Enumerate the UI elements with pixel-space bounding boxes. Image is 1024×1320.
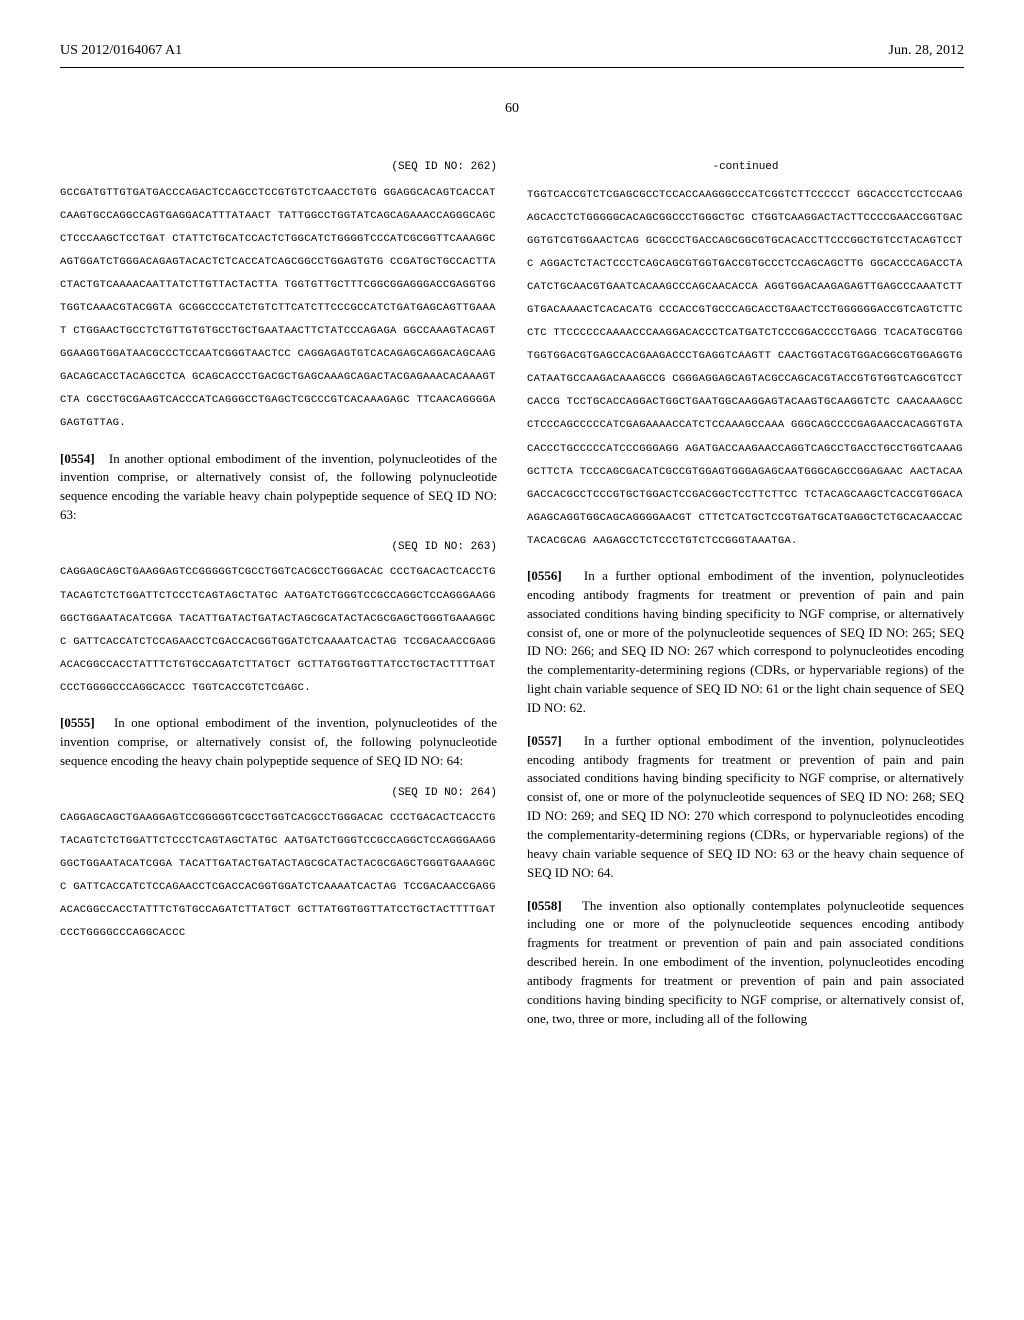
para-554-text: In another optional embodiment of the in… xyxy=(60,451,497,523)
para-557-text: In a further optional embodiment of the … xyxy=(527,733,964,880)
page-header: US 2012/0164067 A1 Jun. 28, 2012 xyxy=(60,40,964,61)
para-554: [0554] In another optional embodiment of… xyxy=(60,450,497,525)
para-554-num: [0554] xyxy=(60,451,95,466)
seq-263: CAGGAGCAGCTGAAGGAGTCCGGGGGTCGCCTGGTCACGC… xyxy=(60,561,497,700)
pub-date: Jun. 28, 2012 xyxy=(889,40,964,61)
para-558: [0558] The invention also optionally con… xyxy=(527,897,964,1029)
para-555: [0555] In one optional embodiment of the… xyxy=(60,714,497,771)
seq-264: CAGGAGCAGCTGAAGGAGTCCGGGGGTCGCCTGGTCACGC… xyxy=(60,807,497,946)
seq-263-label: (SEQ ID NO: 263) xyxy=(60,539,497,556)
para-557: [0557] In a further optional embodiment … xyxy=(527,732,964,883)
seq-262: GCCGATGTTGTGATGACCCAGACTCCAGCCTCCGTGTCTC… xyxy=(60,182,497,436)
continued-label: -continued xyxy=(527,159,964,176)
seq-continued: TGGTCACCGTCTCGAGCGCCTCCACCAAGGGCCCATCGGT… xyxy=(527,184,964,554)
right-column: -continued TGGTCACCGTCTCGAGCGCCTCCACCAAG… xyxy=(527,159,964,1042)
para-558-num: [0558] xyxy=(527,898,562,913)
para-557-num: [0557] xyxy=(527,733,562,748)
para-555-text: In one optional embodiment of the invent… xyxy=(60,715,497,768)
page-number: 60 xyxy=(60,98,964,119)
left-column: (SEQ ID NO: 262) GCCGATGTTGTGATGACCCAGAC… xyxy=(60,159,497,1042)
para-556-text: In a further optional embodiment of the … xyxy=(527,568,964,715)
seq-262-label: (SEQ ID NO: 262) xyxy=(60,159,497,176)
pub-number: US 2012/0164067 A1 xyxy=(60,40,182,61)
para-556-num: [0556] xyxy=(527,568,562,583)
header-rule xyxy=(60,67,964,68)
para-556: [0556] In a further optional embodiment … xyxy=(527,567,964,718)
para-558-text: The invention also optionally contemplat… xyxy=(527,898,964,1026)
seq-264-label: (SEQ ID NO: 264) xyxy=(60,785,497,802)
content-columns: (SEQ ID NO: 262) GCCGATGTTGTGATGACCCAGAC… xyxy=(60,159,964,1042)
para-555-num: [0555] xyxy=(60,715,95,730)
